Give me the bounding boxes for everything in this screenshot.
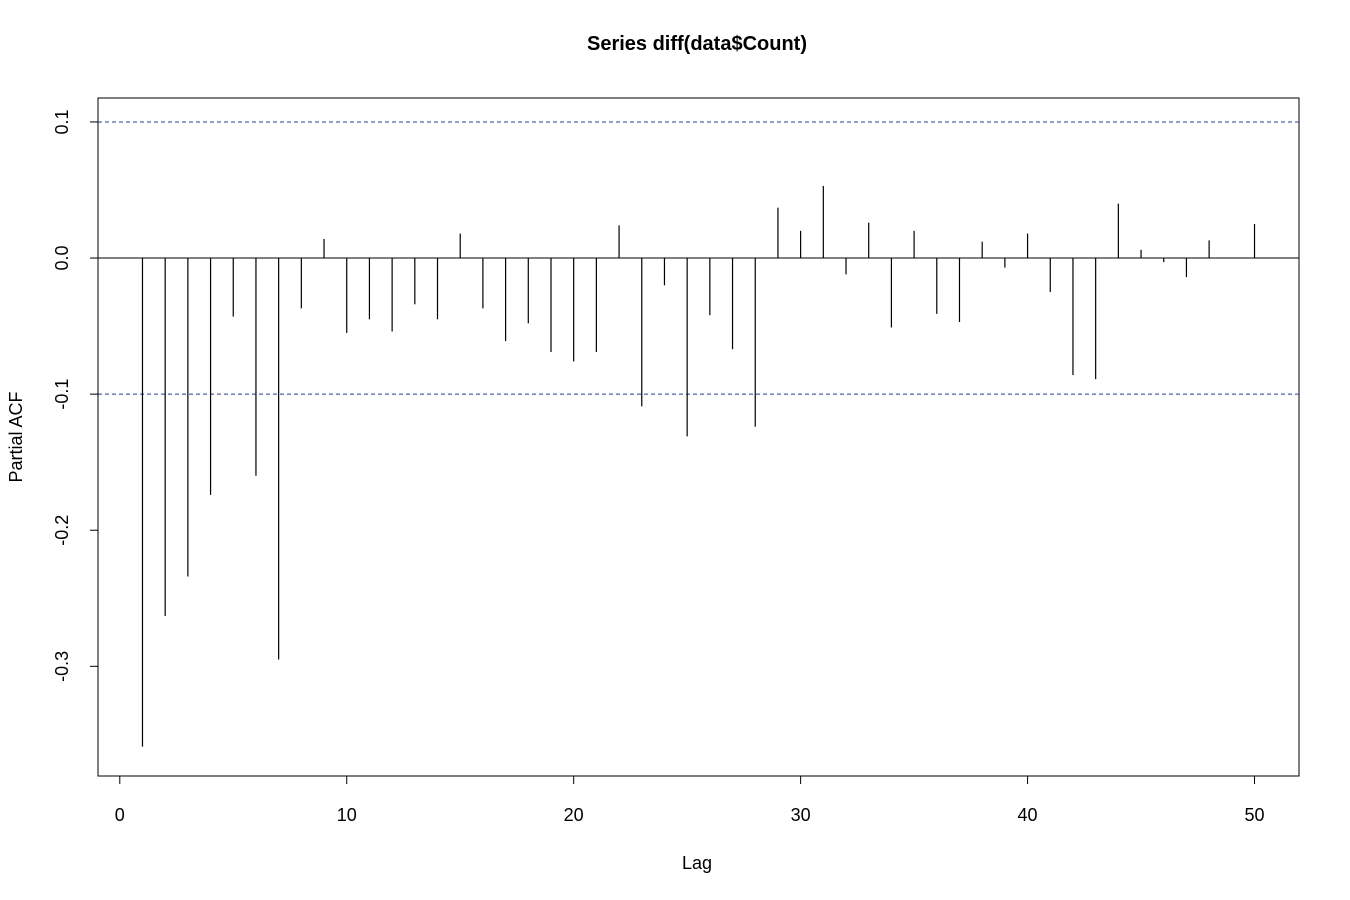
x-tick-label: 50 xyxy=(1245,805,1265,825)
y-tick-label: -0.3 xyxy=(52,651,72,682)
x-axis: 0 10 20 30 40 50 xyxy=(115,775,1265,825)
y-tick-label: -0.2 xyxy=(52,515,72,546)
y-axis-label: Partial ACF xyxy=(6,391,26,482)
y-tick-label: 0.0 xyxy=(52,246,72,271)
x-axis-label: Lag xyxy=(682,853,712,873)
y-tick-label: 0.1 xyxy=(52,109,72,134)
chart-title: Series diff(data$Count) xyxy=(587,33,807,55)
y-tick-label: -0.1 xyxy=(52,379,72,410)
x-tick-label: 20 xyxy=(564,805,584,825)
x-tick-label: 30 xyxy=(791,805,811,825)
x-tick-label: 0 xyxy=(115,805,125,825)
x-tick-label: 10 xyxy=(337,805,357,825)
x-tick-label: 40 xyxy=(1018,805,1038,825)
y-axis: -0.3 -0.2 -0.1 0.0 0.1 xyxy=(52,109,99,682)
pacf-spikes xyxy=(141,185,1256,747)
